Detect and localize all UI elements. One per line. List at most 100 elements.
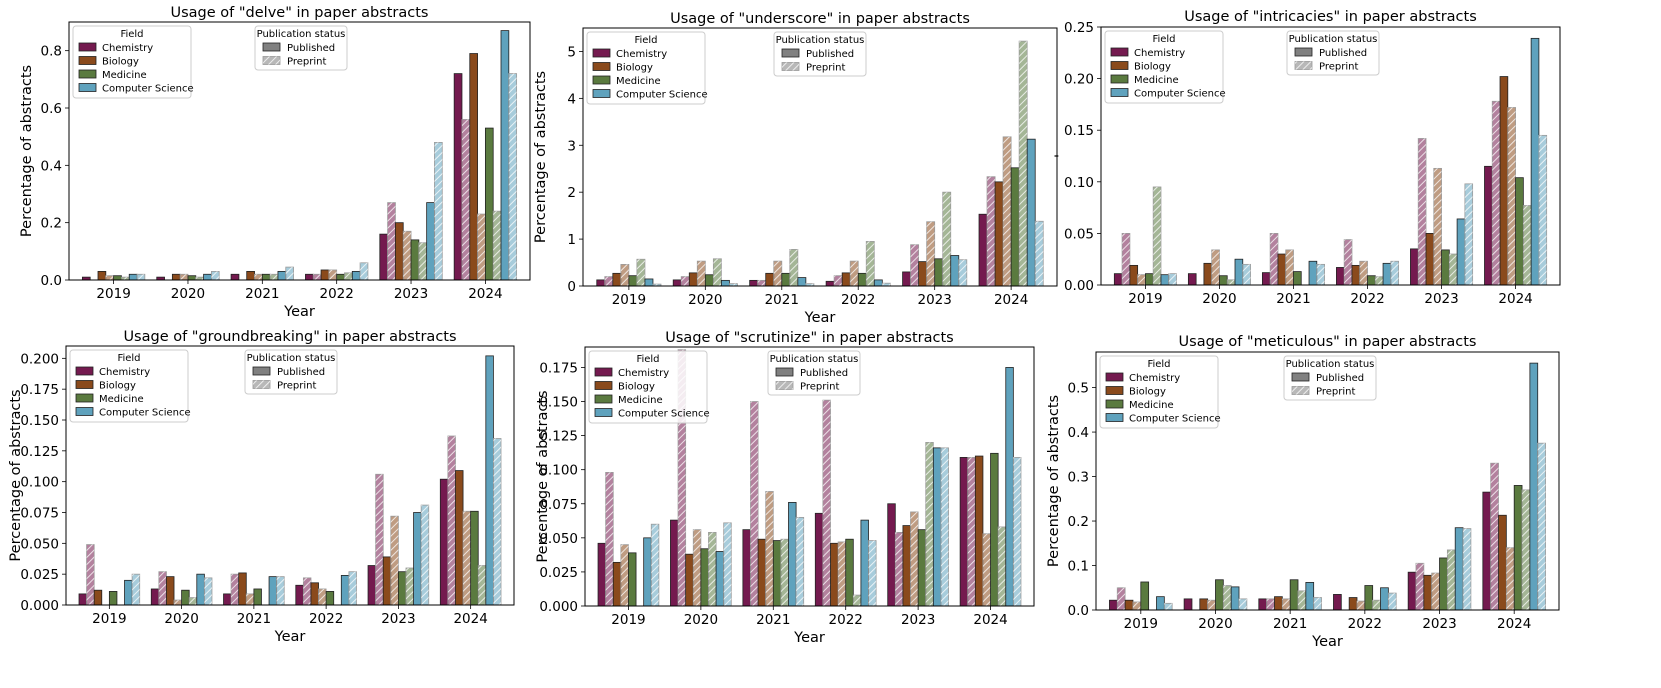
bar-published-chemistry-2022 xyxy=(305,273,314,281)
bar-published-biology-2019 xyxy=(97,270,107,281)
legend-swatch xyxy=(75,380,94,389)
chart-panel-6: 2019 2020 2021 2022 2023 2024 0.0 0.1 0.2 0.3 0.4 0… xyxy=(1046,334,1560,650)
bar-hatch xyxy=(86,544,95,605)
x-tick-label: 2021 xyxy=(1276,291,1310,307)
bar-hatch xyxy=(1270,233,1278,285)
bar-published-chemistry-2022 xyxy=(1333,594,1342,611)
x-axis-label: Year xyxy=(1311,634,1343,650)
bar-published-chemistry-2023 xyxy=(379,233,389,281)
legend-swatch xyxy=(1105,413,1124,422)
bar-hatch xyxy=(1344,239,1352,285)
bar-published-medicine-2023 xyxy=(1441,249,1450,286)
x-tick-label: 2023 xyxy=(901,612,935,628)
bar-published-biology-2022 xyxy=(1348,597,1358,611)
legend-title: Publication status xyxy=(1289,34,1378,45)
bar-hatch xyxy=(1003,136,1012,286)
legend-swatch xyxy=(594,381,613,390)
bar-published-biology-2023 xyxy=(1425,232,1435,286)
legend-swatch xyxy=(594,408,613,417)
bar-hatch xyxy=(1117,587,1126,610)
bar-published-medicine-2021 xyxy=(772,540,782,607)
bar-hatch xyxy=(434,142,443,280)
bar-published-computer-science-2019 xyxy=(1160,274,1170,286)
plot-frame xyxy=(584,346,1035,607)
bar-hatch xyxy=(713,258,722,286)
bar-published-medicine-2020 xyxy=(1215,579,1224,611)
x-tick-label: 2022 xyxy=(309,611,343,627)
bar-hatch xyxy=(1390,261,1399,285)
chart-panel-3: 2019 2020 2021 2022 2023 2024 0.00 0.05 0.10 0.15… xyxy=(1053,9,1561,307)
legend-label-preprint: Preprint xyxy=(1319,62,1358,73)
bar-published-computer-science-2019 xyxy=(124,579,133,606)
bar-hatch xyxy=(303,577,311,605)
legend-swatch xyxy=(78,69,97,79)
y-tick-label: 1 xyxy=(567,232,576,248)
bar-published-medicine-2021 xyxy=(781,272,791,287)
chart-title: Usage of "intricacies" in paper abstract… xyxy=(1184,9,1477,25)
y-axis-label: Percentage of abstracts xyxy=(533,71,549,243)
x-tick-label: 2023 xyxy=(1422,616,1456,632)
x-tick-label: 2022 xyxy=(841,292,875,308)
legend-field: Field Chemistry Biology Medicine Computer Sc… xyxy=(586,31,708,105)
bar-published-biology-2020 xyxy=(1199,598,1209,611)
bar-hatch xyxy=(137,274,145,280)
legend-swatch xyxy=(592,62,611,71)
y-tick-label: 3 xyxy=(567,138,576,154)
bar-hatch xyxy=(796,517,804,606)
legend-label: Computer Science xyxy=(99,408,191,419)
bar-published-chemistry-2022 xyxy=(295,584,304,606)
legend-swatch xyxy=(75,407,94,416)
legend-label-preprint: Preprint xyxy=(800,382,839,393)
bar-published-biology-2019 xyxy=(1124,599,1134,611)
bar-hatch xyxy=(1523,205,1532,285)
chart-title: Usage of "delve" in paper abstracts xyxy=(171,5,429,21)
bar-published-chemistry-2021 xyxy=(1258,598,1268,611)
bar-published-computer-science-2024 xyxy=(500,30,510,281)
bar-published-medicine-2020 xyxy=(181,589,190,606)
legend-label: Chemistry xyxy=(616,49,667,60)
bar-published-computer-science-2021 xyxy=(277,270,287,281)
bar-published-biology-2022 xyxy=(320,269,330,281)
bar-published-biology-2019 xyxy=(93,589,103,606)
legend-swatch xyxy=(594,367,613,377)
x-tick-label: 2020 xyxy=(171,286,205,302)
bar-published-biology-2022 xyxy=(1351,264,1361,286)
bar-hatch xyxy=(967,457,976,606)
y-tick-label: 0.025 xyxy=(539,565,578,581)
bar-hatch xyxy=(1464,183,1473,285)
bar-published-computer-science-2020 xyxy=(196,573,205,606)
legend-swatch-hatch xyxy=(263,56,280,65)
legend-swatch xyxy=(1110,61,1129,70)
y-tick-label: 0.1 xyxy=(1068,559,1089,575)
y-tick-label: 0.8 xyxy=(41,44,62,60)
bar-hatch xyxy=(508,73,517,280)
x-tick-label: 2022 xyxy=(1350,291,1384,307)
bar-hatch xyxy=(1357,601,1365,610)
bar-published-computer-science-2023 xyxy=(1456,218,1466,286)
bar-hatch xyxy=(1207,600,1216,610)
bar-published-computer-science-2019 xyxy=(643,537,652,607)
bar-published-biology-2021 xyxy=(765,272,775,287)
legend-label: Biology xyxy=(618,382,655,393)
bar-published-biology-2021 xyxy=(1277,253,1287,286)
bar-published-biology-2021 xyxy=(238,572,247,606)
legend-box xyxy=(1099,355,1219,429)
x-tick-label: 2020 xyxy=(688,292,722,308)
bar-hatch xyxy=(463,511,471,605)
bar-hatch xyxy=(1137,274,1146,285)
bar-published-chemistry-2022 xyxy=(1336,267,1345,286)
bar-published-medicine-2024 xyxy=(990,452,999,607)
bar-published-computer-science-2019 xyxy=(128,273,138,281)
bar-published-computer-science-2019 xyxy=(1156,596,1165,611)
bar-hatch xyxy=(998,526,1006,606)
bar-hatch xyxy=(866,241,875,286)
y-tick-label: 0.125 xyxy=(20,444,59,460)
bar-hatch xyxy=(910,511,919,606)
bar-published-biology-2020 xyxy=(1203,262,1213,286)
x-tick-label: 2024 xyxy=(973,612,1007,628)
legend-swatch xyxy=(75,393,94,403)
bar-hatch xyxy=(1282,598,1291,610)
legend-label-preprint: Preprint xyxy=(806,63,845,74)
bar-hatch xyxy=(1239,598,1247,610)
bar-published-biology-2024 xyxy=(1499,76,1509,286)
